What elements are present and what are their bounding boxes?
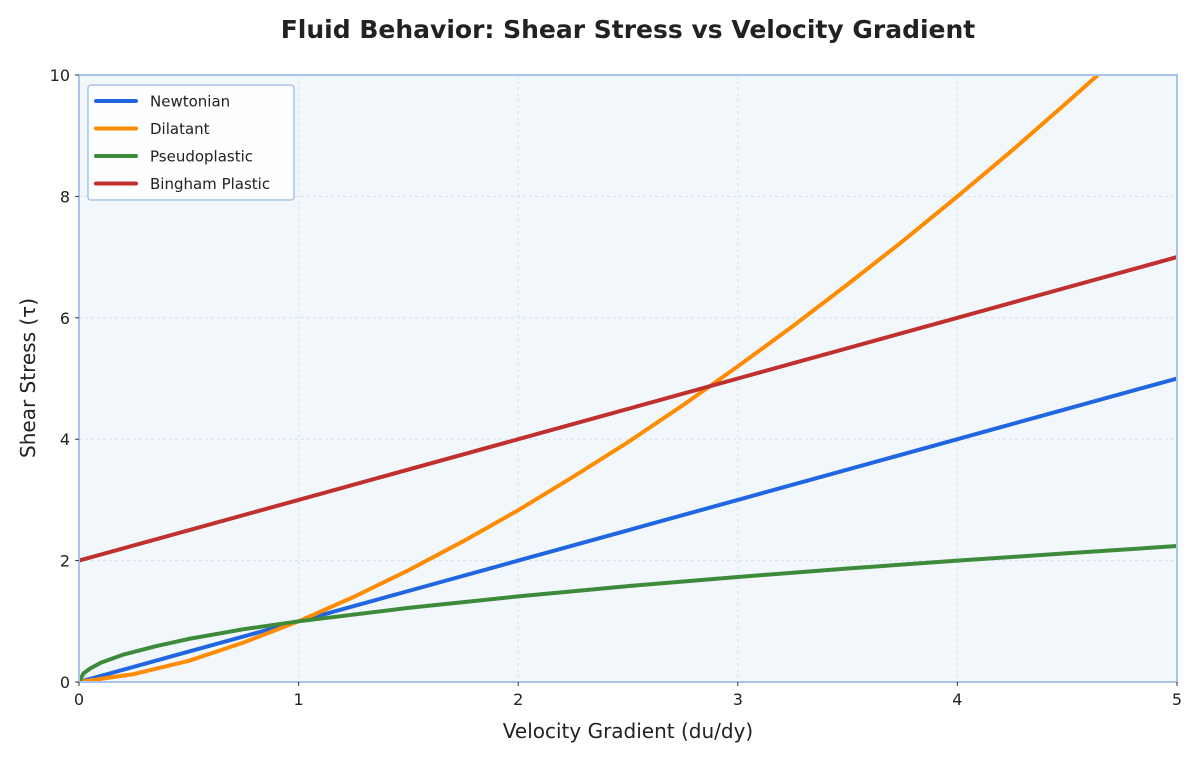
grid-lines: [79, 75, 1177, 682]
x-tick-label: 3: [733, 690, 743, 709]
y-axis-label: Shear Stress (τ): [16, 298, 40, 458]
y-tick-label: 2: [60, 552, 70, 571]
legend-label-pseudoplastic: Pseudoplastic: [150, 148, 253, 166]
series-line-bingham-plastic: [79, 255, 1177, 563]
legend-box: [87, 84, 295, 201]
series-lines: [79, 75, 1177, 682]
chart-title: Fluid Behavior: Shear Stress vs Velocity…: [281, 15, 976, 44]
legend-label-bingham-plastic: Bingham Plastic: [150, 175, 270, 193]
legend-label-newtonian: Newtonian: [150, 93, 230, 111]
legend-label-dilatant: Dilatant: [150, 120, 210, 138]
series-line-dilatant: [79, 75, 1100, 682]
x-tick-label: 1: [294, 690, 304, 709]
y-tick-label: 10: [50, 66, 70, 85]
x-tick-label: 2: [513, 690, 523, 709]
y-tick-label: 8: [60, 187, 70, 206]
y-tick-label: 4: [60, 430, 70, 449]
x-tick-label: 0: [74, 690, 84, 709]
series-line-pseudoplastic: [79, 544, 1177, 682]
plot-frame: [78, 74, 1178, 683]
x-axis-ticks: 0 1 2 3 4 5: [74, 682, 1182, 709]
x-tick-label: 5: [1172, 690, 1182, 709]
plot-border: [78, 74, 1178, 683]
x-axis-label: Velocity Gradient (du/dy): [503, 719, 753, 743]
x-tick-label: 4: [952, 690, 962, 709]
y-tick-label: 6: [60, 309, 70, 328]
legend: Newtonian Dilatant Pseudoplastic Bingham Pl…: [87, 84, 295, 201]
series-line-newtonian: [79, 376, 1177, 682]
y-tick-label: 0: [60, 673, 70, 692]
y-axis-ticks: 0 2 4 6 8 10: [50, 66, 79, 692]
